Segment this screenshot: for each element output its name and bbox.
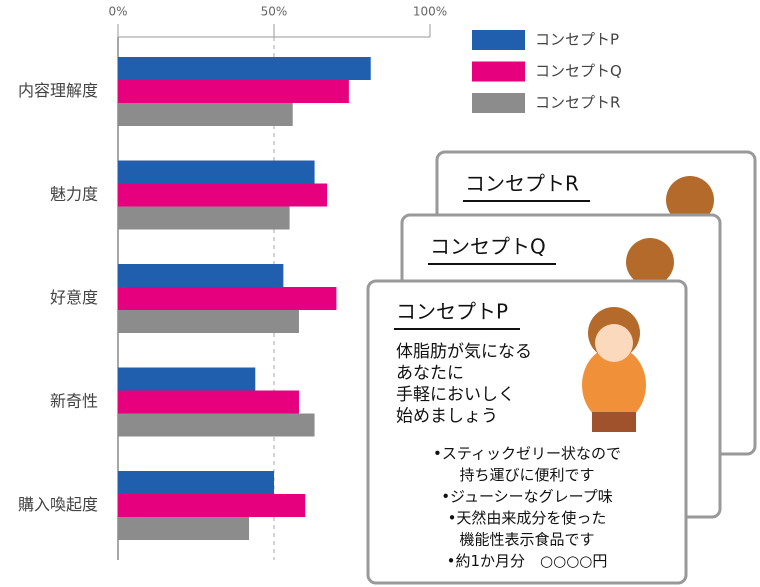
bar xyxy=(118,80,349,103)
detail-line: 機能性表示食品です xyxy=(459,531,594,549)
bar xyxy=(118,367,256,391)
bar xyxy=(118,413,315,437)
legend-label: コンセプトP xyxy=(535,31,619,49)
detail-line: 持ち運びに便利です xyxy=(459,466,594,484)
bar xyxy=(118,160,315,184)
person-illustration xyxy=(582,307,646,432)
legend-label: コンセプトQ xyxy=(535,62,622,80)
y-tick-label: 新奇性 xyxy=(50,392,98,411)
y-tick-label: 内容理解度 xyxy=(18,81,98,100)
bar xyxy=(118,264,284,287)
bar xyxy=(118,287,337,310)
headline-line: 始めましょう xyxy=(396,407,498,427)
bar xyxy=(118,103,293,126)
headline-line: 手軽においしく xyxy=(396,385,515,405)
bar xyxy=(118,183,328,207)
bar xyxy=(118,206,290,230)
x-tick-label: 0% xyxy=(108,5,127,19)
detail-line: •約1か月分 ○○○○円 xyxy=(447,552,608,570)
x-tick-label: 50% xyxy=(261,5,288,19)
bar xyxy=(118,517,250,540)
concept-cards: コンセプトR コンセプトQ コンセプトP 体脂肪が気になるあなたに手軽においしく… xyxy=(366,150,757,585)
person-hair xyxy=(666,176,714,224)
card-title: コンセプトR xyxy=(465,172,579,196)
y-tick-label: 好意度 xyxy=(50,288,98,307)
bar xyxy=(118,57,371,80)
bar xyxy=(118,471,274,494)
headline-line: 体脂肪が気になる xyxy=(396,342,532,362)
bar xyxy=(118,390,299,414)
card-title: コンセプトP xyxy=(396,300,508,324)
headline-line: あなたに xyxy=(396,364,464,384)
bar xyxy=(118,494,306,517)
legend-swatch xyxy=(472,30,525,50)
y-tick-label: 魅力度 xyxy=(50,185,98,204)
legend-swatch xyxy=(472,93,525,113)
y-tick-label: 購入喚起度 xyxy=(18,495,98,514)
person-hair xyxy=(626,238,674,286)
x-tick-label: 100% xyxy=(413,5,447,19)
detail-line: •スティックゼリー状なので xyxy=(433,445,621,463)
detail-line: •ジューシーなグレープ味 xyxy=(441,488,613,506)
card-title: コンセプトQ xyxy=(430,235,546,259)
legend-label: コンセプトR xyxy=(535,94,620,112)
bar xyxy=(118,310,299,333)
legend-swatch xyxy=(472,61,525,82)
detail-line: •天然由来成分を使った xyxy=(448,509,607,527)
